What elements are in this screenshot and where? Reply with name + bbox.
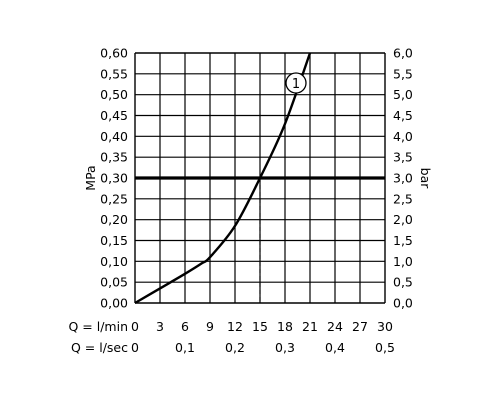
y-tick-label-right: 3,0 bbox=[393, 171, 413, 186]
curve-layer: 1 bbox=[134, 52, 312, 305]
y-tick-label-left: 0,50 bbox=[100, 87, 128, 102]
x-tick-label-lsec: 0 bbox=[131, 340, 139, 355]
y-tick-label-left: 0,40 bbox=[100, 129, 128, 144]
y-tick-label-left: 0,20 bbox=[100, 212, 128, 227]
x-tick-label-lmin: 6 bbox=[181, 319, 189, 334]
y-tick-label-left: 0,25 bbox=[100, 191, 128, 206]
y-tick-label-left: 0,30 bbox=[100, 171, 128, 186]
x-tick-label-lmin: 27 bbox=[352, 319, 368, 334]
x-tick-label-lmin: 24 bbox=[327, 319, 343, 334]
y-tick-label-right: 6,0 bbox=[393, 46, 413, 61]
y-tick-label-left: 0,05 bbox=[100, 275, 128, 290]
x-tick-label-lsec: 0,4 bbox=[325, 340, 345, 355]
x-tick-label-lmin: 15 bbox=[252, 319, 268, 334]
series-curve-1 bbox=[134, 52, 312, 305]
x-tick-label-lmin: 21 bbox=[302, 319, 318, 334]
y-axis-title-left: MPa bbox=[83, 165, 98, 190]
reference-layer bbox=[135, 176, 385, 303]
x-tick-label-lsec: 0,5 bbox=[375, 340, 395, 355]
y-tick-label-left: 0,60 bbox=[100, 46, 128, 61]
y-tick-label-right: 4,5 bbox=[393, 108, 413, 123]
curve-marker-label: 1 bbox=[292, 77, 300, 92]
y-tick-label-left: 0,00 bbox=[100, 296, 128, 311]
y-tick-label-left: 0,10 bbox=[100, 254, 128, 269]
x-tick-label-lmin: 18 bbox=[277, 319, 293, 334]
tick-labels: 0,000,050,100,150,200,250,300,350,400,45… bbox=[100, 46, 413, 356]
y-tick-label-left: 0,55 bbox=[100, 66, 128, 81]
x-tick-label-lmin: 3 bbox=[156, 319, 164, 334]
x-tick-label-lsec: 0,1 bbox=[175, 340, 195, 355]
x-tick-label-lmin: 9 bbox=[206, 319, 214, 334]
x-tick-label-lsec: 0,2 bbox=[225, 340, 245, 355]
y-tick-label-right: 2,5 bbox=[393, 191, 413, 206]
y-tick-label-right: 1,5 bbox=[393, 233, 413, 248]
x-axis-title-lmin: Q = l/min bbox=[68, 319, 128, 334]
y-tick-label-right: 5,5 bbox=[393, 66, 413, 81]
x-tick-label-lmin: 12 bbox=[227, 319, 243, 334]
y-tick-label-right: 4,0 bbox=[393, 129, 413, 144]
y-tick-label-right: 1,0 bbox=[393, 254, 413, 269]
y-tick-label-left: 0,35 bbox=[100, 150, 128, 165]
y-tick-label-left: 0,45 bbox=[100, 108, 128, 123]
curve-marker-circle bbox=[285, 72, 307, 94]
y-tick-label-right: 5,0 bbox=[393, 87, 413, 102]
y-axis-title-right: bar bbox=[418, 168, 433, 190]
x-tick-label-lsec: 0,3 bbox=[275, 340, 295, 355]
x-tick-label-lmin: 0 bbox=[131, 319, 139, 334]
y-tick-label-right: 2,0 bbox=[393, 212, 413, 227]
x-axis-title-lsec: Q = l/sec bbox=[71, 340, 128, 355]
y-tick-label-left: 0,15 bbox=[100, 233, 128, 248]
y-tick-label-right: 0,5 bbox=[393, 275, 413, 290]
y-tick-label-right: 3,5 bbox=[393, 150, 413, 165]
x-tick-label-lmin: 30 bbox=[377, 319, 393, 334]
y-tick-label-right: 0,0 bbox=[393, 296, 413, 311]
